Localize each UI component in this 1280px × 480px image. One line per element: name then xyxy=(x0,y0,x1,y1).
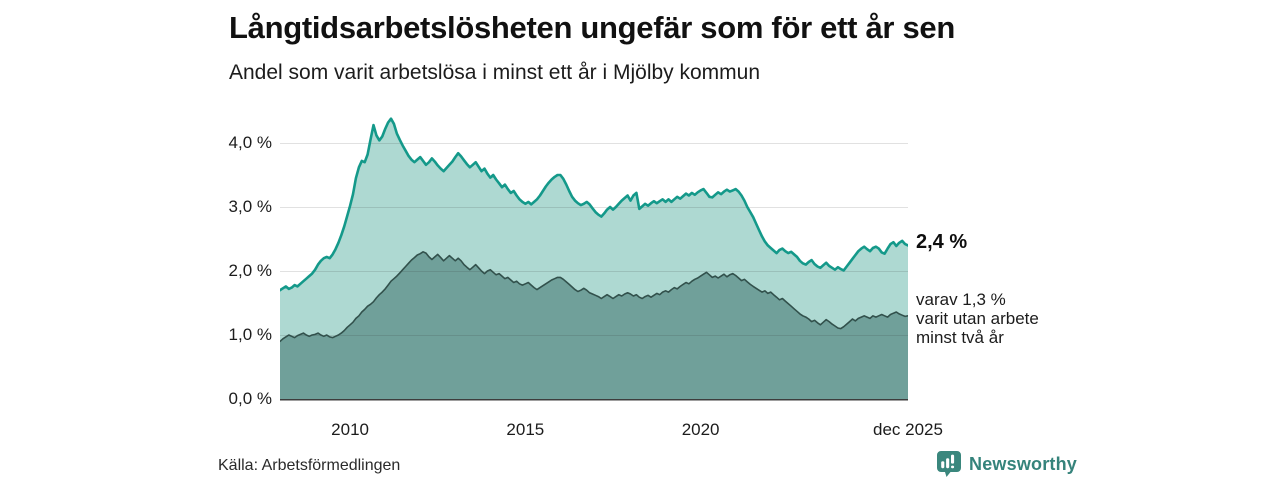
brand-logo: Newsworthy xyxy=(936,450,1077,478)
series-line-0 xyxy=(280,117,908,292)
series-line-1 xyxy=(280,251,908,343)
y-axis-label: 0,0 % xyxy=(228,389,272,408)
secondary-value-label: varav 1,3 % varit utan arbete minst två … xyxy=(916,290,1039,347)
series-area-1 xyxy=(280,251,908,399)
chart-subtitle: Andel som varit arbetslösa i minst ett å… xyxy=(229,61,761,84)
source-note: Källa: Arbetsförmedlingen xyxy=(218,457,401,474)
x-axis-label: dec 2025 xyxy=(873,420,943,439)
secondary-value-line: varav 1,3 % xyxy=(916,290,1006,309)
plot-area xyxy=(280,117,908,401)
x-axis-label: 2015 xyxy=(506,420,545,439)
y-axis-label: 1,0 % xyxy=(228,325,272,344)
newsworthy-icon xyxy=(936,450,962,478)
chart-title: Långtidsarbetslösheten ungefär som för e… xyxy=(229,10,956,45)
y-axis-label: 3,0 % xyxy=(228,197,272,216)
secondary-value-line: minst två år xyxy=(916,328,1004,347)
brand-name: Newsworthy xyxy=(969,453,1078,474)
secondary-value-line: varit utan arbete xyxy=(916,309,1039,328)
x-axis-label: 2010 xyxy=(331,420,369,439)
latest-value-label: 2,4 % xyxy=(916,231,968,253)
y-axis-label: 2,0 % xyxy=(228,261,272,280)
x-axis-label: 2020 xyxy=(681,420,720,439)
y-axis-label: 4,0 % xyxy=(228,133,272,152)
